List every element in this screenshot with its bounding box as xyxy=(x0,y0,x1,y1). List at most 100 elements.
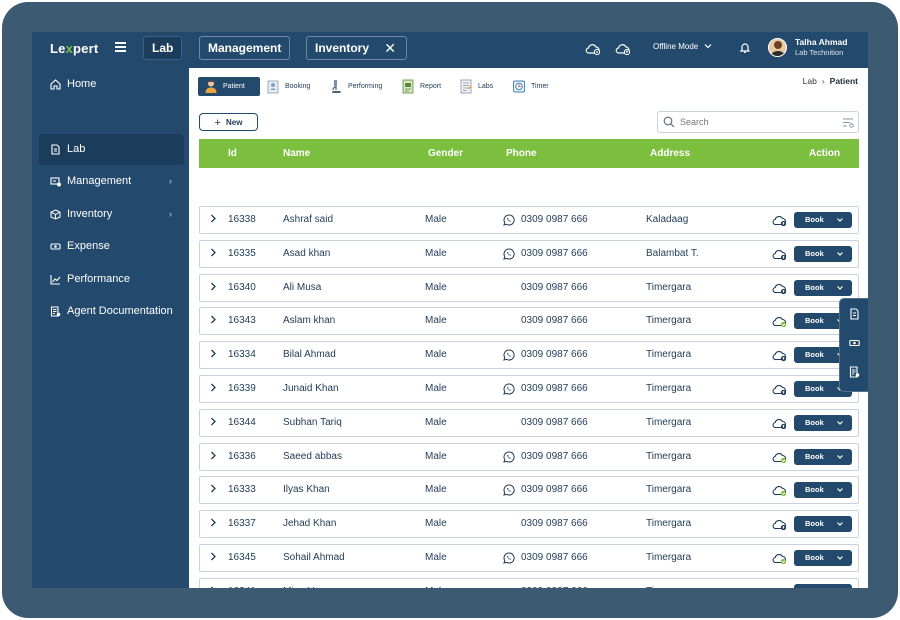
cloud-sync-icon[interactable] xyxy=(585,42,601,56)
cloud-synced-icon[interactable] xyxy=(772,315,787,328)
subtab-performing[interactable]: Performing xyxy=(323,77,382,96)
chevron-right-icon[interactable] xyxy=(210,241,217,267)
table-row[interactable]: 16343 Aslam khan Male 0309 0987 666 Timergar… xyxy=(199,307,859,336)
table-row[interactable]: 16336 Saeed abbas Male 0309 0987 666 Timerga… xyxy=(199,442,859,471)
book-button[interactable]: Book xyxy=(794,516,852,533)
cell-gender: Male xyxy=(425,214,447,225)
book-label: Book xyxy=(805,248,824,258)
cloud-synced-icon[interactable] xyxy=(772,451,787,464)
chevron-right-icon[interactable] xyxy=(210,342,217,368)
cloud-upload-icon[interactable] xyxy=(772,214,787,227)
cell-gender: Male xyxy=(425,518,447,530)
bell-icon[interactable] xyxy=(739,41,751,54)
column-header-address[interactable]: Address xyxy=(650,148,691,159)
chevron-right-icon[interactable] xyxy=(210,410,217,436)
filter-icon[interactable] xyxy=(842,117,854,128)
table-row[interactable]: 16337 Jehad Khan Male 0309 0987 666 Timergar… xyxy=(199,510,859,539)
book-button[interactable]: Book xyxy=(794,279,852,296)
cloud-upload-icon[interactable] xyxy=(772,282,787,295)
cell-gender: Male xyxy=(425,349,447,361)
sidebar-item-inventory[interactable]: Inventory › xyxy=(39,199,184,230)
table-row[interactable]: 16339 Junaid Khan Male 0309 0987 666 Timerga… xyxy=(199,375,859,403)
cash-icon[interactable] xyxy=(849,337,860,349)
subtab-labs[interactable]: Labs xyxy=(453,77,493,96)
sidebar-item-lab[interactable]: Lab xyxy=(39,134,184,165)
column-header-phone[interactable]: Phone xyxy=(506,148,537,159)
avatar[interactable] xyxy=(768,38,787,57)
book-button[interactable]: Book xyxy=(794,245,852,262)
hamburger-menu-icon[interactable] xyxy=(115,42,126,52)
chevron-right-icon[interactable] xyxy=(210,308,217,334)
document-icon[interactable] xyxy=(849,308,860,320)
sidebar-item-expense[interactable]: Expense xyxy=(39,231,184,262)
search-box xyxy=(657,111,859,133)
table-row[interactable]: 16345 Sohail Ahmad Male 0309 0987 666 Timerg… xyxy=(199,544,859,572)
table-row[interactable]: 16344 Subhan Tariq Male 0309 0987 666 Timerg… xyxy=(199,408,859,437)
cloud-upload-icon[interactable] xyxy=(772,349,787,362)
book-button[interactable]: Book xyxy=(794,550,852,566)
cloud-upload-icon[interactable] xyxy=(772,248,787,261)
sidebar-item-home[interactable]: Home xyxy=(39,69,184,100)
cell-address: Timergara xyxy=(646,579,691,588)
breadcrumb-parent[interactable]: Lab xyxy=(802,76,817,86)
sidebar-item-performance[interactable]: Performance xyxy=(39,264,184,295)
cell-address: Timergara xyxy=(646,349,692,361)
column-header-id[interactable]: Id xyxy=(228,148,237,159)
chevron-right-icon[interactable] xyxy=(210,444,217,470)
cloud-upload-icon[interactable] xyxy=(772,586,787,588)
table-row[interactable]: 16335 Asad khan Male 0309 0987 666 Balambat … xyxy=(199,239,859,268)
chevron-right-icon[interactable] xyxy=(210,545,217,571)
cell-phone: 0309 0987 666 xyxy=(521,349,588,361)
chart-icon xyxy=(50,275,61,285)
cloud-synced-icon[interactable] xyxy=(772,484,787,497)
book-button[interactable]: Book xyxy=(794,583,852,588)
table-row[interactable]: 16340 Ali Musa Male 0309 0987 666 Timergara B… xyxy=(199,273,859,302)
chevron-right-icon[interactable] xyxy=(210,376,217,402)
cloud-upload-icon[interactable] xyxy=(772,518,787,531)
new-button[interactable]: + New xyxy=(199,113,258,131)
sidebar-item-agent-documentation[interactable]: Agent Documentation xyxy=(39,296,184,327)
subtab-timer[interactable]: Timer xyxy=(506,77,549,96)
chevron-right-icon[interactable] xyxy=(210,275,217,301)
table-row[interactable]: 16333 Ilyas Khan Male 0309 0987 666 Timergar… xyxy=(199,476,859,505)
chevron-right-icon[interactable] xyxy=(210,477,217,503)
chevron-right-icon[interactable] xyxy=(210,579,217,588)
offline-mode-dropdown[interactable]: Offline Mode xyxy=(653,42,712,51)
chevron-right-icon[interactable] xyxy=(210,207,217,233)
tab-lab[interactable]: Lab xyxy=(143,36,183,60)
cell-phone: 0309 0987 666 xyxy=(521,552,588,563)
book-button[interactable]: Book xyxy=(794,448,852,465)
tab-inventory[interactable]: Inventory ✕ xyxy=(306,36,407,60)
cloud-upload-icon[interactable] xyxy=(772,417,787,430)
tab-management[interactable]: Management xyxy=(199,36,291,60)
book-label: Book xyxy=(805,215,824,224)
sidebar-item-management[interactable]: Management › xyxy=(39,166,184,197)
cell-name: Ashraf said xyxy=(283,214,334,225)
chevron-right-icon[interactable] xyxy=(210,511,217,537)
column-header-name[interactable]: Name xyxy=(283,148,311,159)
book-button[interactable]: Book xyxy=(794,212,852,228)
cell-phone: 0309 0987 666 xyxy=(521,416,588,428)
cell-name: Aslam khan xyxy=(283,315,336,327)
subtab-patient[interactable]: Patient xyxy=(198,77,260,96)
table-row[interactable]: 16341 Mian Hassan Male 0309 0987 666 Timerga… xyxy=(199,577,859,588)
cloud-upload-icon[interactable] xyxy=(772,383,787,396)
book-button[interactable]: Book xyxy=(794,414,852,431)
doc-list-icon[interactable] xyxy=(849,366,860,378)
column-header-gender[interactable]: Gender xyxy=(428,148,464,159)
subtab-report[interactable]: Report xyxy=(395,77,441,96)
whatsapp-icon xyxy=(503,349,515,361)
cell-name: Asad khan xyxy=(283,247,331,259)
user-name: Talha Ahmad xyxy=(795,37,848,47)
cloud-synced-icon[interactable] xyxy=(772,552,787,565)
subtab-booking[interactable]: Booking xyxy=(260,77,310,96)
sidebar-item-label: Expense xyxy=(67,240,110,252)
table-row[interactable]: 16338 Ashraf said Male 0309 0987 666 Kaladaa… xyxy=(199,206,859,234)
search-input[interactable] xyxy=(680,115,830,129)
cloud-upload-icon[interactable] xyxy=(615,42,631,56)
sidebar-item-label: Inventory xyxy=(67,208,113,220)
cell-name: Ali Musa xyxy=(283,281,322,293)
book-button[interactable]: Book xyxy=(794,482,852,499)
table-row[interactable]: 16334 Bilal Ahmad Male 0309 0987 666 Timerga… xyxy=(199,341,859,370)
close-tab-icon[interactable]: ✕ xyxy=(384,40,396,56)
